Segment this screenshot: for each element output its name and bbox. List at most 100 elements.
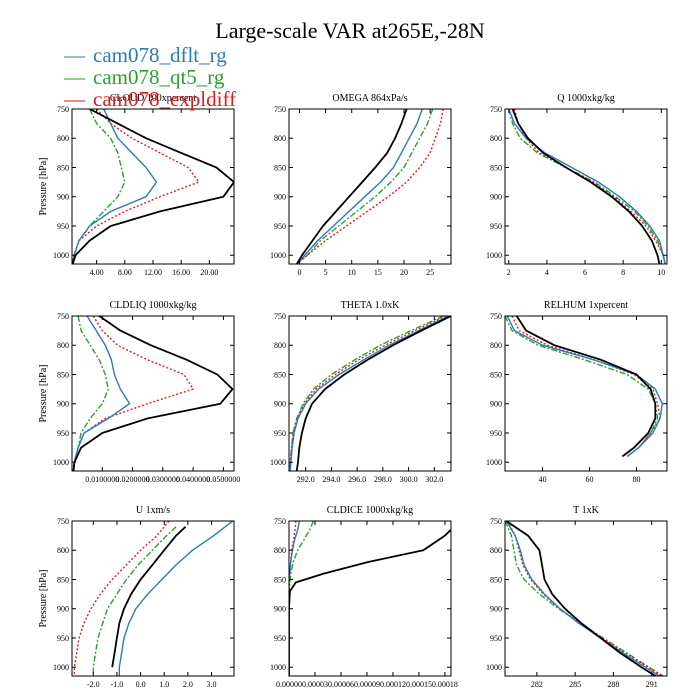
y-tick-label: 1000 <box>53 663 69 672</box>
y-tick-label: 750 <box>490 312 502 321</box>
series-line-cam078_expldiff <box>289 316 447 471</box>
x-tick-label: 1.0 <box>159 680 169 689</box>
y-tick-label: 900 <box>57 400 69 409</box>
y-tick-label: 900 <box>57 605 69 614</box>
x-tick-label: 16.00 <box>172 268 190 277</box>
series-line-cam078_expldiff <box>506 521 663 676</box>
x-tick-label: 15 <box>374 268 382 277</box>
x-tick-label: 292.0 <box>297 475 315 484</box>
x-tick-label: 300.0 <box>400 475 418 484</box>
series-line-cam078_qt5_rg <box>92 526 177 676</box>
x-tick-label: 2.0 <box>183 680 193 689</box>
y-tick-label: 950 <box>57 429 69 438</box>
figure-title: Large-scale VAR at265E,-28N <box>215 18 485 43</box>
legend-label-expldiff: cam078_expldiff <box>93 87 237 111</box>
series-line-control <box>511 109 661 264</box>
series-line-control <box>289 528 451 676</box>
legend-dash-icon: — <box>64 87 85 111</box>
series-line-cam078_expldiff <box>73 521 170 676</box>
x-tick-label: 294.0 <box>322 475 340 484</box>
x-tick-label: 80 <box>632 475 640 484</box>
x-tick-label: 5 <box>324 268 328 277</box>
y-tick-label: 950 <box>490 634 502 643</box>
y-tick-label: 1000 <box>270 458 286 467</box>
x-tick-label: 60 <box>586 475 594 484</box>
x-tick-label: 10 <box>348 268 356 277</box>
plot-frame <box>71 315 235 472</box>
y-tick-label: 850 <box>57 163 69 172</box>
x-tick-label: 285 <box>569 680 581 689</box>
series-line-cam078_qt5_rg <box>72 109 126 264</box>
y-tick-label: 950 <box>57 634 69 643</box>
x-tick-label: 0.00000 <box>276 680 302 689</box>
y-tick-label: 850 <box>490 575 502 584</box>
y-tick-label: 800 <box>490 546 502 555</box>
x-tick-label: 282 <box>531 680 543 689</box>
y-axis-label: Pressure [hPa] <box>38 364 49 422</box>
x-tick-label: 25 <box>426 268 434 277</box>
series-line-cam078_dflt_rg <box>289 521 301 676</box>
y-tick-label: 950 <box>490 222 502 231</box>
panel-title: RELHUM 1xpercent <box>544 300 628 311</box>
x-tick-label: 298.0 <box>374 475 392 484</box>
y-tick-label: 900 <box>274 193 286 202</box>
x-tick-label: 0.0500000 <box>206 475 240 484</box>
legend-entry-expldiff: — cam078_expldiff <box>64 88 236 110</box>
y-tick-label: 850 <box>57 575 69 584</box>
x-tick-label: 10 <box>657 268 665 277</box>
series-line-cam078_dflt_rg <box>505 521 660 676</box>
series-line-cam078_qt5_rg <box>505 521 664 676</box>
y-tick-label: 900 <box>490 400 502 409</box>
x-tick-label: 8.00 <box>118 268 132 277</box>
y-tick-label: 950 <box>57 222 69 231</box>
series-line-control <box>296 109 408 264</box>
x-tick-label: 4 <box>545 268 549 277</box>
y-tick-label: 1000 <box>53 458 69 467</box>
y-tick-label: 1000 <box>486 663 502 672</box>
x-tick-label: 0.0200000 <box>116 475 150 484</box>
series-line-control <box>515 316 657 458</box>
y-tick-label: 1000 <box>53 251 69 260</box>
panel-title: CLDLIQ 1000xkg/kg <box>110 300 197 311</box>
panel-title: CLOUD 100xpercent <box>110 93 197 104</box>
plot-frame <box>504 520 668 677</box>
panel-title: CLDICE 1000xkg/kg <box>327 505 413 516</box>
plot-frame <box>504 108 668 265</box>
plot-frame <box>288 108 452 265</box>
y-tick-label: 750 <box>490 517 502 526</box>
y-tick-label: 850 <box>274 163 286 172</box>
y-tick-label: 750 <box>57 105 69 114</box>
series-line-cam078_dflt_rg <box>289 316 449 471</box>
series-line-control <box>72 109 234 264</box>
x-tick-label: 8 <box>621 268 625 277</box>
series-line-control <box>72 316 234 471</box>
y-tick-label: 750 <box>274 105 286 114</box>
x-tick-label: -1.0 <box>111 680 124 689</box>
y-tick-label: 950 <box>274 222 286 231</box>
x-tick-label: 2 <box>507 268 511 277</box>
series-line-cam078_qt5_rg <box>289 521 314 676</box>
legend-entry-dflt: — cam078_dflt_rg <box>64 44 236 66</box>
y-tick-label: 900 <box>274 605 286 614</box>
plot-frame <box>504 315 668 472</box>
legend-dash-icon: — <box>64 43 85 67</box>
series-line-control <box>295 316 451 471</box>
y-tick-label: 900 <box>57 193 69 202</box>
x-tick-label: 6 <box>583 268 587 277</box>
series-line-control <box>505 521 656 676</box>
y-axis-label: Pressure [hPa] <box>38 569 49 627</box>
y-tick-label: 800 <box>57 546 69 555</box>
series-line-cam078_dflt_rg <box>508 109 666 264</box>
y-tick-label: 1000 <box>270 663 286 672</box>
series-line-cam078_qt5_rg <box>296 109 434 264</box>
y-tick-label: 850 <box>490 163 502 172</box>
y-tick-label: 850 <box>490 370 502 379</box>
series-line-control <box>111 526 187 668</box>
y-tick-label: 900 <box>274 400 286 409</box>
series-line-cam078_qt5_rg <box>289 316 444 471</box>
y-tick-label: 850 <box>274 370 286 379</box>
x-tick-label: 0.0 <box>136 680 146 689</box>
legend-dash-icon: — <box>64 65 85 89</box>
x-tick-label: 302.0 <box>425 475 443 484</box>
y-tick-label: 750 <box>57 517 69 526</box>
